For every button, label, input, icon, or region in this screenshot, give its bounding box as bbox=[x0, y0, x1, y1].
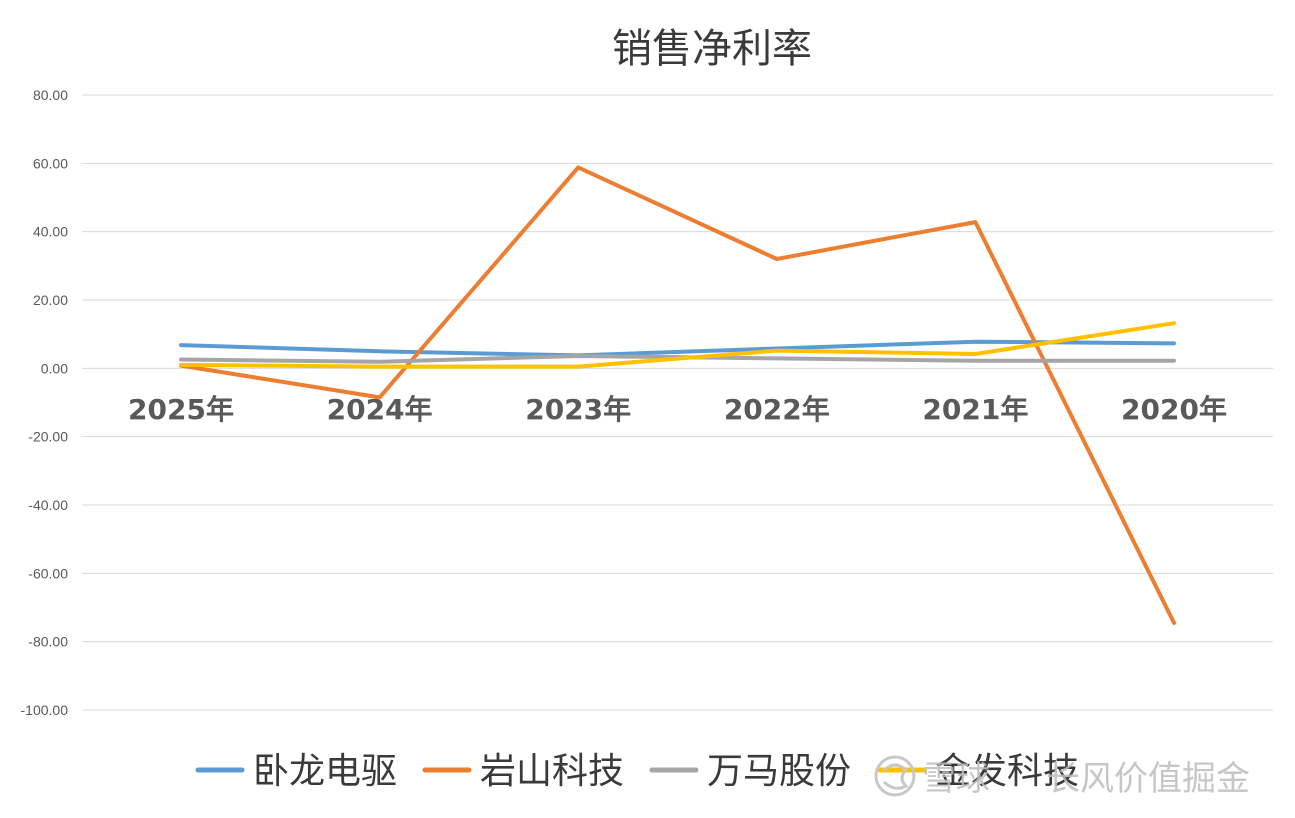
y-tick-label: -100.00 bbox=[21, 702, 69, 718]
series-line bbox=[179, 321, 1176, 369]
chart-title: 销售净利率 bbox=[612, 26, 812, 72]
x-tick-label: 2021年 bbox=[922, 393, 1028, 426]
x-tick-label: 2022年 bbox=[724, 393, 830, 426]
y-tick-label: 60.00 bbox=[33, 155, 68, 171]
y-tick-label: -20.00 bbox=[28, 429, 68, 445]
x-tick-label: 2023年 bbox=[525, 393, 631, 426]
x-tick-label: 2020年 bbox=[1121, 393, 1227, 426]
y-tick-label: 80.00 bbox=[33, 87, 68, 103]
x-tick-label: 2025年 bbox=[128, 393, 234, 426]
y-axis-tick-labels: 80.00 60.00 40.00 20.00 0.00 -20.00 -40.00 -60.… bbox=[21, 87, 69, 718]
watermark: 雪球 长风价值掘金 bbox=[874, 755, 1250, 799]
legend-label: 万马股份 bbox=[707, 751, 851, 792]
y-tick-label: -60.00 bbox=[28, 565, 68, 581]
legend-label: 金发科技 bbox=[935, 751, 1079, 792]
x-axis-tick-labels: 2025年 2024年 2023年 2022年 2021年 2020年 bbox=[128, 393, 1227, 426]
watermark-brand: 雪球 bbox=[922, 759, 990, 799]
snowball-logo-icon bbox=[874, 755, 916, 797]
legend-label: 岩山科技 bbox=[480, 751, 624, 792]
legend: 卧龙电驱 岩山科技 万马股份 金发科技 bbox=[195, 751, 1079, 792]
legend-label: 卧龙电驱 bbox=[253, 751, 397, 792]
y-tick-label: 40.00 bbox=[33, 224, 68, 240]
series-lines bbox=[179, 165, 1176, 625]
gridlines bbox=[82, 94, 1273, 711]
watermark-handle: 长风价值掘金 bbox=[1046, 759, 1250, 799]
y-tick-label: -80.00 bbox=[28, 634, 68, 650]
y-tick-label: -40.00 bbox=[28, 497, 68, 513]
y-tick-label: 20.00 bbox=[33, 292, 68, 308]
series-line bbox=[179, 339, 1176, 358]
y-tick-label: 0.00 bbox=[41, 360, 68, 376]
series-line bbox=[179, 165, 1176, 625]
